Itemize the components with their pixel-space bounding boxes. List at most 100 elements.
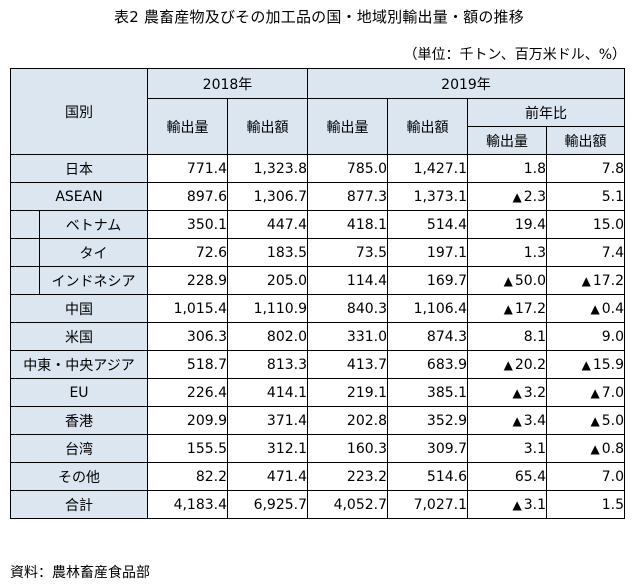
yoy-value-value: 7.0	[601, 384, 624, 401]
volume-2019-cell: 219.1	[307, 378, 388, 407]
decrease-triangle-icon: ▲	[590, 301, 600, 316]
yoy-value-value: 9.0	[601, 328, 624, 345]
header-yoy: 前年比	[467, 98, 625, 127]
yoy-value-value: 17.2	[592, 272, 624, 289]
decrease-triangle-icon: ▲	[581, 273, 591, 288]
yoy-volume-cell: 19.4	[467, 210, 547, 239]
table-row: EU 226.4 414.1 219.1 385.1 ▲ 3.2 ▲ 7.0	[10, 378, 625, 407]
volume-2019-cell: 114.4	[307, 266, 388, 295]
yoy-volume-value: 20.2	[514, 356, 546, 373]
volume-2018-cell: 155.5	[147, 434, 228, 463]
table-row: ASEAN 897.6 1,306.7 877.3 1,373.1 ▲ 2.3 5.1	[10, 182, 625, 211]
yoy-volume-value: 3.1	[523, 496, 546, 513]
table-title: 表2 農畜産物及びその加工品の国・地域別輸出量・額の推移	[114, 8, 524, 26]
volume-2019-cell: 877.3	[307, 182, 388, 211]
yoy-volume-cell: ▲ 2.3	[467, 182, 547, 211]
yoy-volume-value: 50.0	[514, 272, 546, 289]
row-label: 米国	[10, 322, 148, 351]
yoy-value-cell: 7.4	[546, 238, 625, 267]
volume-2018-cell: 4,183.4	[147, 490, 228, 519]
volume-2019-cell: 202.8	[307, 406, 388, 435]
volume-2018-cell: 518.7	[147, 350, 228, 379]
value-2019-cell: 1,427.1	[387, 154, 468, 183]
volume-2019-cell: 73.5	[307, 238, 388, 267]
value-2018-cell: 1,323.8	[227, 154, 308, 183]
yoy-volume-value: 19.4	[514, 216, 546, 233]
volume-2018-cell: 209.9	[147, 406, 228, 435]
value-2018-cell: 205.0	[227, 266, 308, 295]
yoy-volume-cell: ▲ 20.2	[467, 350, 547, 379]
value-2018-cell: 813.3	[227, 350, 308, 379]
yoy-volume-cell: ▲ 3.4	[467, 406, 547, 435]
yoy-volume-value: 8.1	[523, 328, 546, 345]
volume-2018-cell: 771.4	[147, 154, 228, 183]
row-label: 香港	[10, 406, 148, 435]
indent-cell	[10, 266, 40, 295]
value-2018-cell: 183.5	[227, 238, 308, 267]
value-2018-cell: 312.1	[227, 434, 308, 463]
volume-2018-cell: 82.2	[147, 462, 228, 491]
value-2018-cell: 1,306.7	[227, 182, 308, 211]
value-2019-cell: 385.1	[387, 378, 468, 407]
value-2018-cell: 447.4	[227, 210, 308, 239]
yoy-value-value: 5.0	[601, 412, 624, 429]
header-yoy-value: 輸出額	[546, 126, 625, 155]
value-2019-cell: 169.7	[387, 266, 468, 295]
decrease-triangle-icon: ▲	[581, 357, 591, 372]
row-label: 日本	[10, 154, 148, 183]
yoy-volume-cell: ▲ 50.0	[467, 266, 547, 295]
volume-2019-cell: 160.3	[307, 434, 388, 463]
decrease-triangle-icon: ▲	[590, 441, 600, 456]
value-2019-cell: 514.6	[387, 462, 468, 491]
table-row: その他 82.2 471.4 223.2 514.6 65.4 7.0	[10, 462, 625, 491]
table-row: 米国 306.3 802.0 331.0 874.3 8.1 9.0	[10, 322, 625, 351]
yoy-value-value: 0.8	[601, 440, 624, 457]
row-label: インドネシア	[39, 266, 148, 295]
yoy-volume-cell: ▲ 3.2	[467, 378, 547, 407]
export-table: 国別 2018年 2019年 輸出量 輸出額 輸出量 輸出額 前年比 輸出量 輸…	[10, 68, 625, 519]
volume-2018-cell: 897.6	[147, 182, 228, 211]
row-label: EU	[10, 378, 148, 407]
decrease-triangle-icon: ▲	[590, 413, 600, 428]
row-label: タイ	[39, 238, 148, 267]
yoy-volume-value: 3.4	[523, 412, 546, 429]
decrease-triangle-icon: ▲	[590, 385, 600, 400]
value-2018-cell: 371.4	[227, 406, 308, 435]
header-yoy-volume: 輸出量	[467, 126, 547, 155]
table-row: 中国 1,015.4 1,110.9 840.3 1,106.4 ▲ 17.2 ▲ 0.4	[10, 294, 625, 323]
row-label: その他	[10, 462, 148, 491]
yoy-value-cell: ▲ 0.8	[546, 434, 625, 463]
yoy-value-cell: 5.1	[546, 182, 625, 211]
yoy-volume-value: 1.8	[523, 160, 546, 177]
value-2019-cell: 1,373.1	[387, 182, 468, 211]
yoy-value-cell: 7.8	[546, 154, 625, 183]
yoy-value-value: 7.8	[601, 160, 624, 177]
row-label: 中国	[10, 294, 148, 323]
yoy-value-value: 1.5	[601, 496, 624, 513]
yoy-volume-cell: 1.8	[467, 154, 547, 183]
row-label: 中東・中央アジア	[10, 350, 148, 379]
indent-cell	[10, 238, 40, 267]
volume-2019-cell: 785.0	[307, 154, 388, 183]
volume-2018-cell: 350.1	[147, 210, 228, 239]
yoy-volume-cell: 3.1	[467, 434, 547, 463]
table-row: タイ 72.6 183.5 73.5 197.1 1.3 7.4	[10, 238, 625, 267]
decrease-triangle-icon: ▲	[512, 189, 522, 204]
value-2018-cell: 471.4	[227, 462, 308, 491]
yoy-volume-value: 1.3	[523, 244, 546, 261]
yoy-value-cell: 15.0	[546, 210, 625, 239]
value-2019-cell: 197.1	[387, 238, 468, 267]
volume-2018-cell: 306.3	[147, 322, 228, 351]
table-row: インドネシア 228.9 205.0 114.4 169.7 ▲ 50.0 ▲ 17.2	[10, 266, 625, 295]
volume-2018-cell: 1,015.4	[147, 294, 228, 323]
volume-2019-cell: 4,052.7	[307, 490, 388, 519]
yoy-value-cell: ▲ 15.9	[546, 350, 625, 379]
table-row: 香港 209.9 371.4 202.8 352.9 ▲ 3.4 ▲ 5.0	[10, 406, 625, 435]
value-2018-cell: 1,110.9	[227, 294, 308, 323]
yoy-value-cell: ▲ 5.0	[546, 406, 625, 435]
row-label: ベトナム	[39, 210, 148, 239]
indent-cell	[10, 210, 40, 239]
yoy-volume-value: 2.3	[523, 188, 546, 205]
table-row: ベトナム 350.1 447.4 418.1 514.4 19.4 15.0	[10, 210, 625, 239]
value-2018-cell: 6,925.7	[227, 490, 308, 519]
